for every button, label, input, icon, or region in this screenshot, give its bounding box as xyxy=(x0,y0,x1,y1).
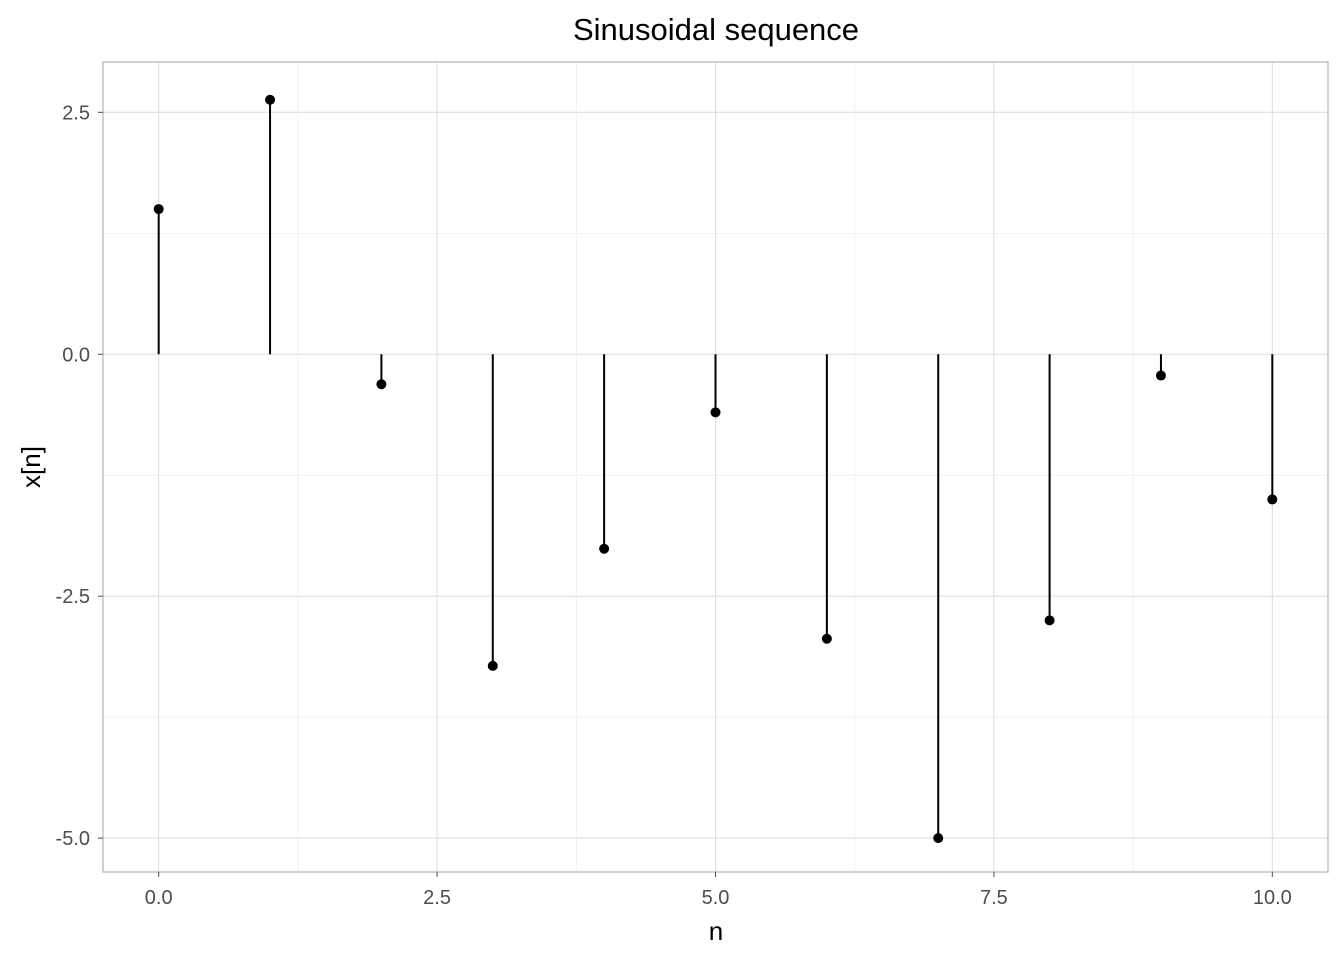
y-tick-label: 2.5 xyxy=(62,102,90,124)
y-tick-label: -5.0 xyxy=(56,828,90,850)
chart-title: Sinusoidal sequence xyxy=(573,12,859,47)
stems xyxy=(157,99,1274,839)
x-tick-label: 0.0 xyxy=(145,887,173,909)
data-point xyxy=(933,833,944,844)
data-point xyxy=(265,94,276,105)
data-point xyxy=(487,660,498,671)
x-tick-label: 5.0 xyxy=(702,887,730,909)
x-axis: 0.0 2.5 5.0 7.5 10.0 xyxy=(145,872,1292,909)
points xyxy=(153,94,1278,844)
data-point xyxy=(1155,370,1166,381)
data-point xyxy=(821,633,832,644)
data-point xyxy=(1044,615,1055,626)
data-point xyxy=(710,407,721,418)
data-point xyxy=(153,204,164,215)
data-point xyxy=(376,379,387,390)
data-point xyxy=(1267,494,1278,505)
y-tick-label: 0.0 xyxy=(62,344,90,366)
x-axis-title: n xyxy=(709,916,723,946)
x-tick-label: 7.5 xyxy=(980,887,1008,909)
x-tick-label: 10.0 xyxy=(1253,887,1292,909)
x-tick-label: 2.5 xyxy=(423,887,451,909)
y-axis-title: x[n] xyxy=(16,446,46,488)
y-axis: 2.5 0.0 -2.5 -5.0 xyxy=(56,102,103,850)
grid xyxy=(103,62,1328,872)
y-tick-label: -2.5 xyxy=(56,586,90,608)
data-point xyxy=(599,543,610,554)
